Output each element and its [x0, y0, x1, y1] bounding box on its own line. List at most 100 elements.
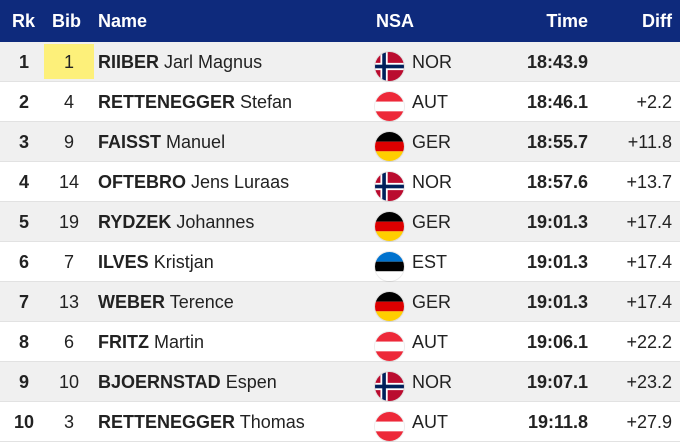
table-row[interactable]: 7 13 WEBER Terence GER 19:01.3 +17.4 — [0, 282, 680, 322]
time-cell: 19:06.1 — [526, 332, 588, 352]
germany-flag-icon — [375, 212, 404, 241]
rank-cell: 5 — [18, 212, 29, 232]
header-diff[interactable]: Diff — [642, 11, 672, 31]
athlete-last-name: RYDZEK — [98, 212, 172, 232]
norway-flag-icon — [375, 372, 404, 401]
bib-cell: 4 — [63, 92, 74, 112]
rank-cell: 6 — [18, 252, 29, 272]
austria-flag-icon — [375, 412, 404, 441]
table-row[interactable]: 4 14 OFTEBRO Jens Luraas NOR 18:57.6 +13.7 — [0, 162, 680, 202]
athlete-name[interactable]: RIIBER Jarl Magnus — [98, 52, 262, 72]
table-header: Rk Bib Name NSA Time Diff — [0, 0, 680, 42]
nsa-cell: EST — [412, 252, 448, 272]
rank-cell: 7 — [18, 292, 29, 312]
athlete-name[interactable]: WEBER Terence — [98, 292, 234, 312]
germany-flag-icon — [375, 132, 404, 161]
athlete-last-name: OFTEBRO — [98, 172, 186, 192]
time-cell: 18:46.1 — [526, 92, 588, 112]
diff-cell: +17.4 — [626, 292, 672, 312]
diff-cell: +17.4 — [626, 252, 672, 272]
diff-cell: +13.7 — [626, 172, 672, 192]
athlete-first-name: Jarl Magnus — [164, 52, 263, 72]
rank-cell: 1 — [18, 52, 29, 72]
athlete-last-name: ILVES — [98, 252, 149, 272]
bib-cell: 7 — [63, 252, 74, 272]
athlete-name[interactable]: RETTENEGGER Thomas — [98, 412, 305, 432]
athlete-first-name: Thomas — [239, 412, 305, 432]
rank-cell: 10 — [13, 412, 35, 432]
table-row[interactable]: 10 3 RETTENEGGER Thomas AUT 19:11.8 +27.9 — [0, 402, 680, 442]
austria-flag-icon — [375, 92, 404, 121]
bib-cell: 3 — [63, 412, 74, 432]
table-row[interactable]: 1 1 RIIBER Jarl Magnus NOR 18:43.9 — [0, 42, 680, 82]
athlete-first-name: Martin — [154, 332, 205, 352]
diff-cell: +22.2 — [626, 332, 672, 352]
bib-highlight — [44, 44, 94, 79]
austria-flag-icon — [375, 332, 404, 361]
rank-cell: 2 — [18, 92, 29, 112]
athlete-name[interactable]: RETTENEGGER Stefan — [98, 92, 292, 112]
nsa-cell: GER — [412, 292, 452, 312]
diff-cell: +17.4 — [626, 212, 672, 232]
athlete-name[interactable]: FRITZ Martin — [98, 332, 204, 352]
table-row[interactable]: 2 4 RETTENEGGER Stefan AUT 18:46.1 +2.2 — [0, 82, 680, 122]
time-cell: 18:55.7 — [526, 132, 588, 152]
time-cell: 19:11.8 — [527, 412, 588, 432]
estonia-flag-icon — [375, 252, 404, 281]
athlete-name[interactable]: OFTEBRO Jens Luraas — [98, 172, 289, 192]
athlete-first-name: Johannes — [176, 212, 255, 232]
header-bib[interactable]: Bib — [52, 11, 81, 31]
athlete-name[interactable]: BJOERNSTAD Espen — [98, 372, 277, 392]
rank-cell: 4 — [18, 172, 29, 192]
header-rank[interactable]: Rk — [12, 11, 36, 31]
header-time[interactable]: Time — [546, 11, 588, 31]
athlete-name[interactable]: ILVES Kristjan — [98, 252, 214, 272]
athlete-first-name: Espen — [225, 372, 277, 392]
athlete-first-name: Terence — [169, 292, 234, 312]
header-nsa[interactable]: NSA — [376, 11, 415, 31]
bib-cell: 14 — [58, 172, 80, 192]
athlete-first-name: Stefan — [240, 92, 293, 112]
nsa-cell: GER — [412, 132, 452, 152]
table-row[interactable]: 9 10 BJOERNSTAD Espen NOR 19:07.1 +23.2 — [0, 362, 680, 402]
nsa-cell: AUT — [412, 332, 448, 352]
athlete-last-name: BJOERNSTAD — [98, 372, 221, 392]
athlete-last-name: RIIBER — [98, 52, 160, 72]
table-row[interactable]: 6 7 ILVES Kristjan EST 19:01.3 +17.4 — [0, 242, 680, 282]
time-cell: 18:57.6 — [526, 172, 588, 192]
athlete-name[interactable]: FAISST Manuel — [98, 132, 225, 152]
table-body: 1 1 RIIBER Jarl Magnus NOR 18:43.9 2 4 RETTENEG… — [0, 42, 680, 442]
diff-cell: +11.8 — [627, 132, 672, 152]
athlete-last-name: RETTENEGGER — [98, 412, 236, 432]
athlete-name[interactable]: RYDZEK Johannes — [98, 212, 254, 232]
bib-cell: 10 — [58, 372, 80, 392]
nsa-cell: AUT — [412, 412, 448, 432]
nsa-cell: NOR — [412, 52, 452, 72]
bib-cell: 19 — [58, 212, 80, 232]
athlete-last-name: FRITZ — [98, 332, 149, 352]
nsa-cell: AUT — [412, 92, 448, 112]
athlete-first-name: Manuel — [166, 132, 226, 152]
bib-cell: 9 — [63, 132, 74, 152]
time-cell: 19:01.3 — [526, 212, 588, 232]
table-row[interactable]: 5 19 RYDZEK Johannes GER 19:01.3 +17.4 — [0, 202, 680, 242]
diff-cell: +27.9 — [626, 412, 672, 432]
time-cell: 18:43.9 — [526, 52, 588, 72]
table-row[interactable]: 3 9 FAISST Manuel GER 18:55.7 +11.8 — [0, 122, 680, 162]
athlete-last-name: FAISST — [98, 132, 162, 152]
athlete-first-name: Kristjan — [153, 252, 214, 272]
athlete-first-name: Jens Luraas — [191, 172, 290, 192]
time-cell: 19:01.3 — [526, 252, 588, 272]
rank-cell: 8 — [18, 332, 29, 352]
athlete-last-name: WEBER — [98, 292, 165, 312]
header-name[interactable]: Name — [98, 11, 148, 31]
bib-cell: 6 — [63, 332, 74, 352]
norway-flag-icon — [375, 172, 404, 201]
rank-cell: 9 — [18, 372, 29, 392]
diff-cell: +2.2 — [636, 92, 672, 112]
time-cell: 19:07.1 — [526, 372, 588, 392]
germany-flag-icon — [375, 292, 404, 321]
nsa-cell: NOR — [412, 372, 452, 392]
rank-cell: 3 — [18, 132, 29, 152]
table-row[interactable]: 8 6 FRITZ Martin AUT 19:06.1 +22.2 — [0, 322, 680, 362]
